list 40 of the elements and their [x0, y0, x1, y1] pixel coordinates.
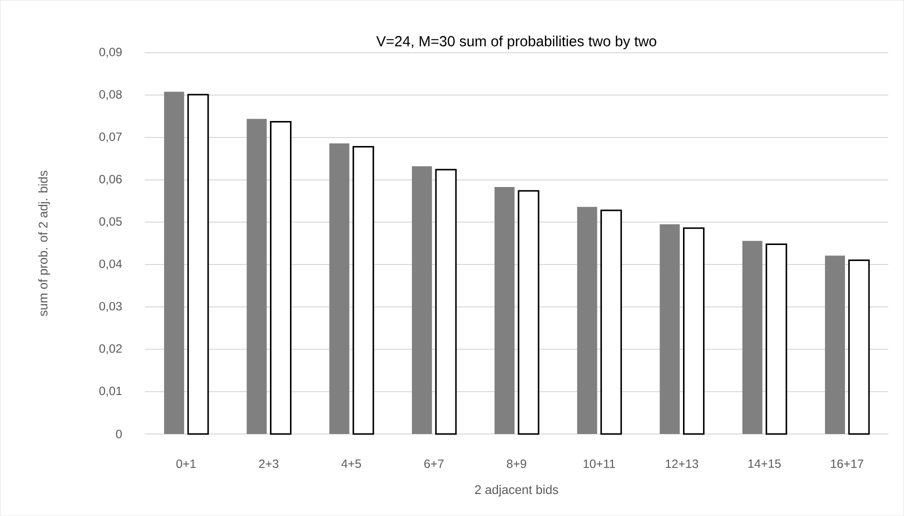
x-tick-label: 8+9	[506, 460, 526, 468]
bar	[824, 256, 845, 434]
y-tick-label: 0,04	[99, 260, 122, 270]
bar	[164, 92, 184, 434]
y-axis-title: sum of prob. of 2 adj. bids	[38, 170, 50, 316]
bar	[270, 121, 292, 435]
y-tick-label: 0,01	[99, 386, 122, 397]
x-tick-label: 14+15	[748, 460, 781, 468]
x-axis-title: 2 adjacent bids	[475, 485, 558, 497]
bar	[352, 146, 374, 435]
bar	[246, 118, 267, 434]
bar	[187, 94, 209, 435]
y-tick-label: 0,03	[99, 302, 122, 312]
bar	[494, 187, 515, 434]
y-tick-label: 0,07	[99, 132, 122, 143]
bar	[518, 190, 540, 435]
bar	[329, 144, 350, 434]
y-tick-label: 0,05	[99, 217, 122, 228]
bar	[412, 166, 432, 434]
y-tick-label: 0	[116, 430, 122, 438]
bar	[600, 210, 622, 435]
bar	[766, 244, 788, 435]
x-tick-label: 4+5	[341, 460, 361, 468]
x-tick-label: 10+11	[584, 460, 615, 468]
bar	[660, 224, 680, 434]
y-tick-label: 0,09	[99, 48, 122, 58]
y-tick-label: 0,08	[99, 90, 122, 100]
x-tick-label: 16+17	[831, 460, 864, 468]
y-tick-label: 0,06	[99, 174, 122, 185]
x-tick-label: 0+1	[176, 460, 196, 468]
y-tick-label: 0,02	[99, 344, 122, 354]
bar	[577, 207, 598, 434]
bar	[848, 260, 870, 435]
x-tick-label: 12+13	[666, 460, 698, 468]
bar	[742, 240, 762, 434]
x-tick-label: 6+7	[424, 460, 444, 468]
bar	[683, 227, 705, 435]
bar	[435, 169, 457, 435]
x-tick-label: 2+3	[259, 460, 278, 468]
chart-title: V=24, M=30 sum of probabilities two by two	[376, 36, 656, 50]
